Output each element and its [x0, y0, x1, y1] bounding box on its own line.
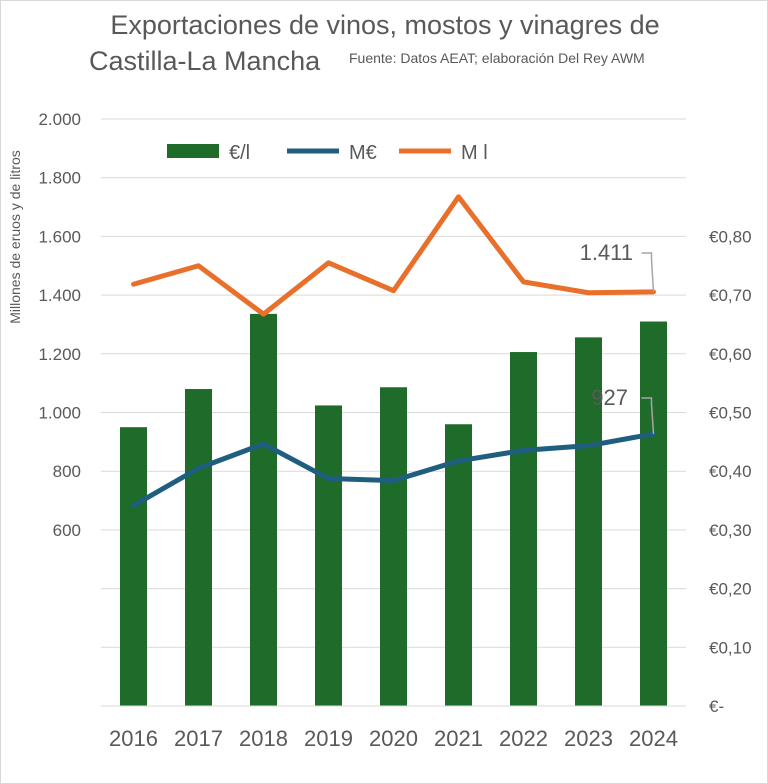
- annotation-leader: [641, 397, 655, 434]
- legend-label: M l: [461, 142, 488, 164]
- y-left-tick-label: 1.000: [38, 404, 81, 423]
- chart-title-line1: Exportaciones de vinos, mostos y vinagre…: [110, 10, 659, 40]
- y-right-tick-label: €0,30: [709, 521, 752, 540]
- y-right-tick-label: €-: [709, 697, 724, 716]
- y-left-tick-label: 1.600: [38, 227, 81, 246]
- y-right-tick-label: €0,40: [709, 462, 752, 481]
- line-meur: [131, 431, 656, 509]
- bar: [315, 405, 342, 706]
- x-tick-label: 2017: [174, 726, 223, 751]
- y-right-tick-label: €0,60: [709, 345, 752, 364]
- legend-label: €/l: [229, 142, 250, 164]
- y-right-tick-label: €0,70: [709, 286, 752, 305]
- x-tick-label: 2020: [369, 726, 418, 751]
- chart-source: Fuente: Datos AEAT; elaboración Del Rey …: [349, 50, 645, 66]
- x-tick-label: 2019: [304, 726, 353, 751]
- legend: €/l M€ M l: [167, 142, 488, 164]
- bar: [250, 313, 277, 706]
- y-axis-left: 2.000 1.800 1.600 1.400 1.200 1.000 800 600: [38, 110, 81, 540]
- x-tick-label: 2022: [499, 726, 548, 751]
- x-tick-label: 2024: [629, 726, 678, 751]
- y-right-tick-label: €0,50: [709, 404, 752, 423]
- bar: [380, 387, 407, 706]
- line-ml: [131, 194, 656, 317]
- y-right-tick-label: €0,10: [709, 638, 752, 657]
- y-left-tick-label: 2.000: [38, 110, 81, 129]
- bar: [640, 321, 667, 706]
- y-left-tick-label: 600: [53, 521, 81, 540]
- bar: [445, 424, 472, 706]
- y-right-tick-label: €0,80: [709, 227, 752, 246]
- bar: [185, 389, 212, 706]
- line-series: [131, 194, 656, 509]
- y-left-tick-label: 1.400: [38, 286, 81, 305]
- data-label: 1.411: [580, 240, 633, 265]
- y-axis-right: €- €0,10 €0,20 €0,30 €0,40 €0,50 €0,60 €0,70 €0,…: [709, 227, 752, 716]
- bar: [120, 427, 147, 706]
- data-label: 927: [591, 385, 628, 410]
- x-tick-label: 2018: [239, 726, 288, 751]
- x-tick-label: 2021: [434, 726, 483, 751]
- y-right-tick-label: €0,20: [709, 580, 752, 599]
- bar-series: [120, 313, 667, 706]
- annotations: 1.411 927: [580, 240, 655, 434]
- y-left-tick-label: 1.800: [38, 169, 81, 188]
- bar: [575, 337, 602, 706]
- x-axis: 2016 2017 2018 2019 2020 2021 2022 2023 2024: [101, 705, 686, 751]
- y-left-tick-label: 1.200: [38, 345, 81, 364]
- x-tick-label: 2023: [564, 726, 613, 751]
- legend-label: M€: [349, 142, 377, 164]
- legend-swatch-bar: [167, 144, 219, 158]
- annotation-leader: [641, 252, 655, 292]
- bar: [510, 352, 537, 706]
- y-axis-label: Millones de eruos y de litros: [7, 150, 23, 324]
- x-tick-label: 2016: [109, 726, 158, 751]
- y-left-tick-label: 800: [53, 462, 81, 481]
- chart-title-line2: Castilla-La Mancha: [89, 46, 321, 76]
